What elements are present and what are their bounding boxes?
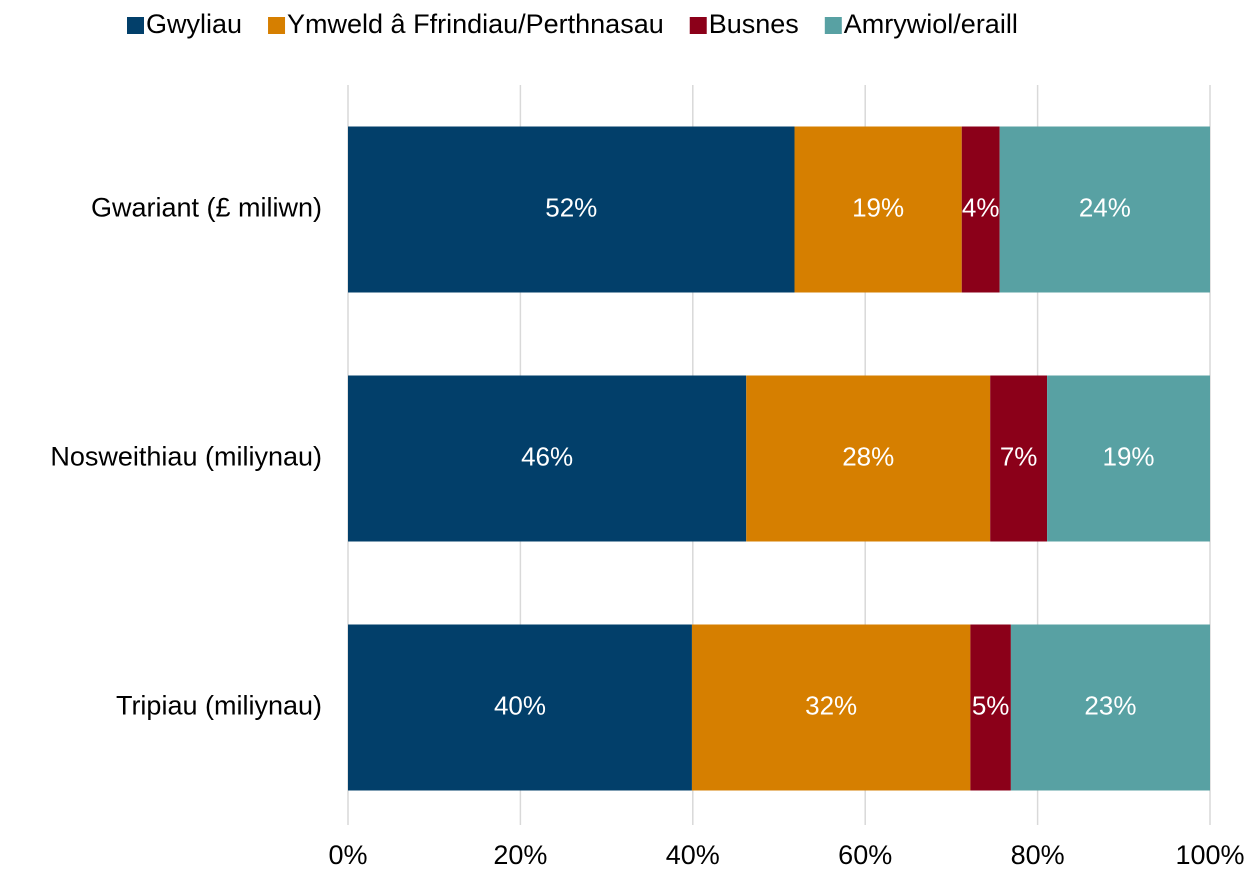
data-label: 23% (1084, 690, 1136, 720)
x-tick-label: 80% (1011, 840, 1065, 870)
y-tick-label: Gwariant (£ miliwn) (91, 193, 322, 223)
bar-segment (746, 375, 991, 542)
data-label: 19% (1103, 441, 1155, 471)
data-label: 40% (494, 690, 546, 720)
bar-segment (348, 126, 795, 293)
bar-segment (691, 624, 971, 791)
data-label: 5% (972, 690, 1010, 720)
data-label: 19% (852, 192, 904, 222)
legend-label: Gwyliau (146, 9, 242, 39)
x-tick-label: 20% (493, 840, 547, 870)
legend-swatch (127, 17, 144, 34)
bar-segment (961, 126, 1000, 293)
data-label: 24% (1079, 192, 1131, 222)
data-label: 4% (962, 192, 1000, 222)
x-tick-label: 60% (838, 840, 892, 870)
data-label: 46% (521, 441, 573, 471)
bar-segment (1010, 624, 1210, 791)
legend-label: Amrywiol/eraill (844, 9, 1018, 39)
bar-segment (990, 375, 1048, 542)
legend-label: Busnes (709, 9, 799, 39)
bar-segment (999, 126, 1210, 293)
data-label: 7% (1000, 441, 1038, 471)
bar-segment (794, 126, 962, 293)
data-label: 28% (842, 441, 894, 471)
x-tick-label: 0% (328, 840, 367, 870)
legend-swatch (824, 17, 842, 34)
x-tick-label: 100% (1175, 840, 1244, 870)
data-label: 32% (805, 690, 857, 720)
x-tick-label: 40% (666, 840, 720, 870)
legend-swatch (268, 17, 286, 34)
y-tick-label: Tripiau (miliynau) (116, 691, 322, 721)
y-tick-label: Nosweithiau (miliynau) (50, 442, 322, 472)
bar-segment (970, 624, 1011, 791)
legend-label: Ymweld â Ffrindiau/Perthnasau (287, 9, 664, 39)
bar-segment (348, 624, 692, 791)
data-label: 52% (545, 192, 597, 222)
legend-swatch (689, 17, 707, 34)
bar-segment (1047, 375, 1210, 542)
bar-segment (348, 375, 747, 542)
